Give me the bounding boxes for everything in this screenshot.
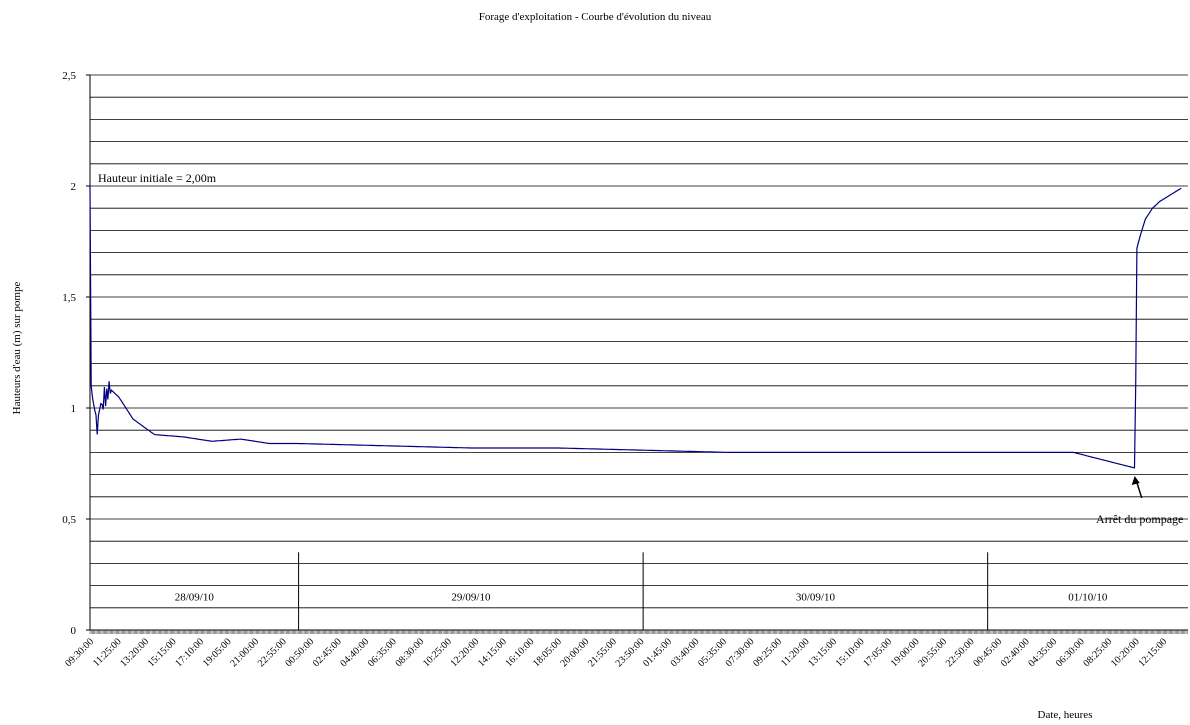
x-tick-label: 21:00:00 xyxy=(228,636,261,669)
x-axis-label: Date, heures xyxy=(1038,709,1093,721)
x-tick-label: 19:00:00 xyxy=(889,636,922,669)
x-tick-label: 22:55:00 xyxy=(256,636,289,669)
x-tick-label: 03:40:00 xyxy=(669,636,702,669)
annotation-initial-height: Hauteur initiale = 2,00m xyxy=(98,171,217,185)
x-tick-label: 08:30:00 xyxy=(393,636,426,669)
date-groups: 28/09/10 29/09/10 30/09/10 01/10/10 xyxy=(175,552,1108,630)
x-tick-label: 02:45:00 xyxy=(311,636,344,669)
y-tick-label: 2 xyxy=(71,181,77,193)
x-ticks: 09:30:0011:25:0013:20:0015:15:0017:10:00… xyxy=(63,636,1169,669)
x-tick-label: 20:55:00 xyxy=(916,636,949,669)
x-tick-label: 21:55:00 xyxy=(586,636,619,669)
x-tick-label: 11:25:00 xyxy=(91,636,124,669)
x-tick-label: 16:10:00 xyxy=(503,636,536,669)
annotation-pump-stop: Arrêt du pompage xyxy=(1096,512,1183,526)
x-minor-ticks xyxy=(89,630,1188,634)
x-tick-label: 00:45:00 xyxy=(971,636,1004,669)
x-tick-label: 17:10:00 xyxy=(173,636,206,669)
x-tick-label: 14:15:00 xyxy=(476,636,509,669)
x-tick-label: 17:05:00 xyxy=(861,636,894,669)
x-tick-label: 10:20:00 xyxy=(1109,636,1142,669)
y-ticks: 0 0,5 1 1,5 2 2,5 xyxy=(62,70,90,637)
annotation-arrow-shaft xyxy=(1135,481,1143,499)
x-tick-label: 06:35:00 xyxy=(366,636,399,669)
x-tick-label: 10:25:00 xyxy=(421,636,454,669)
x-tick-label: 04:40:00 xyxy=(338,636,371,669)
x-tick-label: 12:20:00 xyxy=(448,636,481,669)
gridlines xyxy=(90,74,1188,631)
x-tick-label: 22:50:00 xyxy=(944,636,977,669)
x-tick-label: 02:40:00 xyxy=(999,636,1032,669)
x-tick-label: 13:20:00 xyxy=(118,636,151,669)
x-tick-label: 11:20:00 xyxy=(779,636,812,669)
y-tick-label: 2,5 xyxy=(62,70,76,82)
x-tick-label: 04:35:00 xyxy=(1026,636,1059,669)
x-tick-label: 15:10:00 xyxy=(834,636,867,669)
annotations: Hauteur initiale = 2,00m Arrêt du pompage xyxy=(98,171,1183,526)
y-tick-label: 0,5 xyxy=(62,514,76,526)
x-tick-label: 09:30:00 xyxy=(63,636,96,669)
x-tick-label: 08:25:00 xyxy=(1081,636,1114,669)
x-tick-label: 19:05:00 xyxy=(201,636,234,669)
annotation-arrow-head xyxy=(1131,475,1140,485)
date-label: 01/10/10 xyxy=(1068,592,1108,604)
x-tick-label: 09:25:00 xyxy=(751,636,784,669)
x-tick-label: 07:30:00 xyxy=(724,636,757,669)
x-tick-label: 23:50:00 xyxy=(614,636,647,669)
x-tick-label: 06:30:00 xyxy=(1054,636,1087,669)
x-tick-label: 05:35:00 xyxy=(696,636,729,669)
x-tick-label: 20:00:00 xyxy=(559,636,592,669)
chart-title: Forage d'exploitation - Courbe d'évoluti… xyxy=(479,11,712,23)
x-tick-label: 00:50:00 xyxy=(283,636,316,669)
x-tick-label: 13:15:00 xyxy=(806,636,839,669)
axes xyxy=(89,75,1188,634)
date-label: 30/09/10 xyxy=(796,592,836,604)
date-label: 29/09/10 xyxy=(451,592,491,604)
y-axis-label: Hauteurs d'eau (m) sur pompe xyxy=(11,282,23,415)
series-line xyxy=(89,185,1182,469)
x-tick-label: 15:15:00 xyxy=(146,636,179,669)
y-tick-label: 0 xyxy=(71,625,77,637)
x-tick-label: 01:45:00 xyxy=(641,636,674,669)
x-tick-label: 18:05:00 xyxy=(531,636,564,669)
y-tick-label: 1 xyxy=(71,403,77,415)
x-tick-label: 12:15:00 xyxy=(1136,636,1169,669)
date-label: 28/09/10 xyxy=(175,592,215,604)
y-tick-label: 1,5 xyxy=(62,292,76,304)
